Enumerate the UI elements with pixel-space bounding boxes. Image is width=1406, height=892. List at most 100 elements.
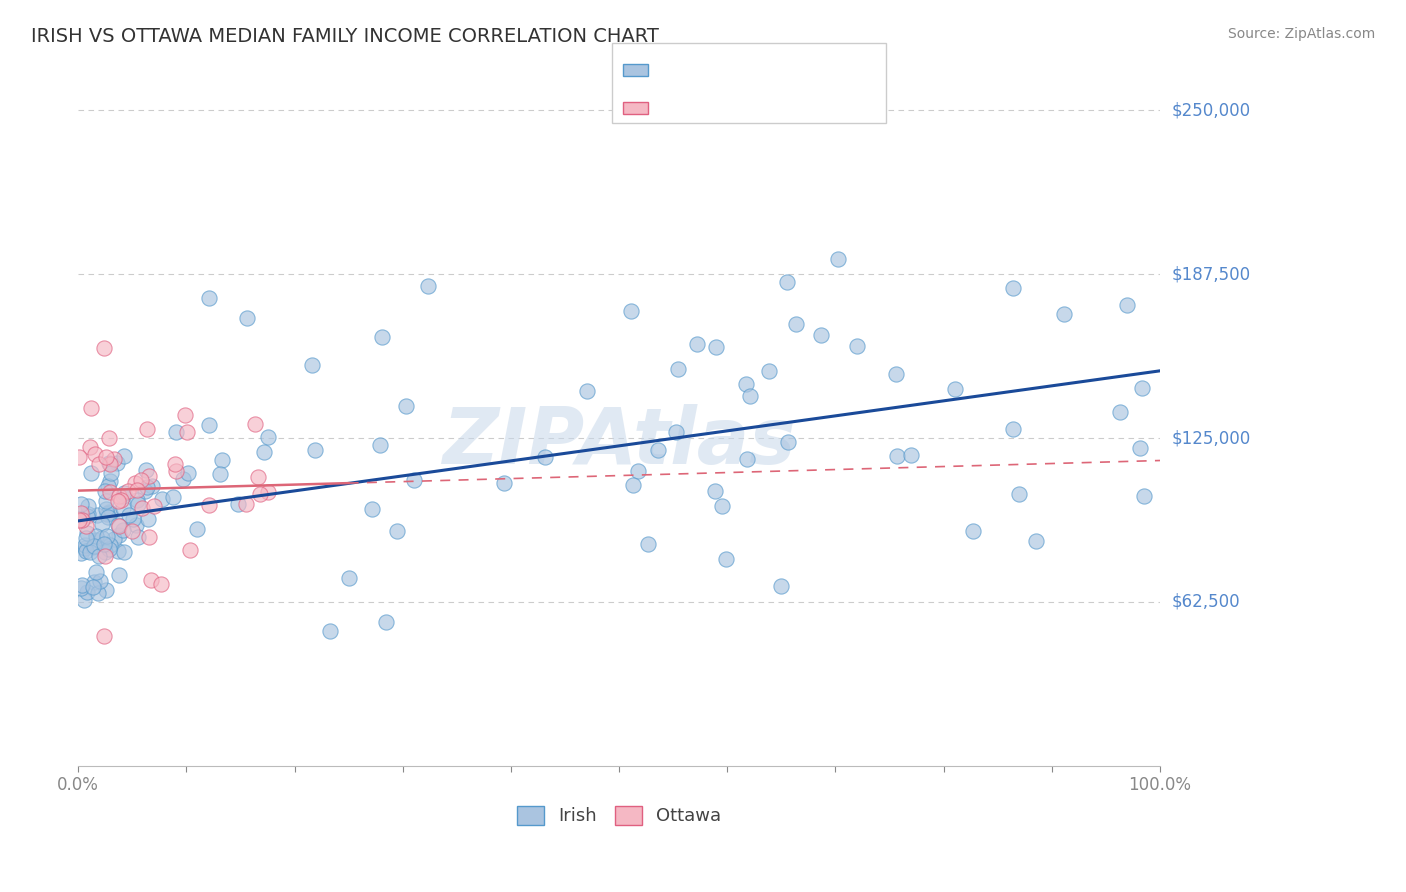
Point xyxy=(94,583,117,598)
Point xyxy=(93,628,115,642)
Point xyxy=(127,483,149,497)
Point xyxy=(162,490,184,504)
Point xyxy=(704,341,727,355)
Point xyxy=(100,467,122,481)
Point xyxy=(385,524,408,538)
Point xyxy=(96,478,118,492)
Point xyxy=(122,512,145,526)
Point xyxy=(97,509,120,524)
Point xyxy=(301,358,323,372)
Point xyxy=(72,513,94,527)
Point xyxy=(86,566,108,580)
Text: Source: ZipAtlas.com: Source: ZipAtlas.com xyxy=(1227,27,1375,41)
Point xyxy=(620,304,643,318)
Point xyxy=(94,483,117,498)
Point xyxy=(209,467,232,481)
Point xyxy=(87,585,110,599)
Point xyxy=(141,479,163,493)
Point xyxy=(647,442,669,457)
Point xyxy=(172,472,194,486)
Point xyxy=(84,528,107,542)
Point xyxy=(943,382,966,396)
Point xyxy=(211,452,233,467)
Point xyxy=(337,571,360,585)
Text: ZIPAtlas: ZIPAtlas xyxy=(443,404,796,480)
Point xyxy=(93,341,115,355)
Point xyxy=(80,401,103,415)
Point xyxy=(845,339,868,353)
Point xyxy=(127,497,149,511)
Point xyxy=(91,516,114,531)
Point xyxy=(360,502,382,516)
Point xyxy=(368,437,391,451)
Point xyxy=(79,545,101,559)
Point xyxy=(138,531,160,545)
Point xyxy=(97,456,120,470)
Point xyxy=(778,434,800,449)
Point xyxy=(135,463,157,477)
Point xyxy=(884,367,907,381)
Point xyxy=(827,252,849,267)
Text: $125,000: $125,000 xyxy=(1171,429,1250,447)
Point xyxy=(228,497,250,511)
Point xyxy=(131,501,153,516)
Point xyxy=(82,580,104,594)
Point xyxy=(112,449,135,463)
Point xyxy=(962,524,984,538)
Point xyxy=(84,447,107,461)
Point xyxy=(69,506,91,520)
Point xyxy=(637,537,659,551)
Point xyxy=(117,484,139,499)
Point xyxy=(108,567,131,582)
Point xyxy=(740,389,762,403)
Point xyxy=(1002,422,1025,436)
Point xyxy=(177,466,200,480)
Point xyxy=(249,487,271,501)
Point xyxy=(627,464,650,478)
Point xyxy=(103,533,125,547)
Point xyxy=(80,467,103,481)
Point xyxy=(176,425,198,440)
Point xyxy=(98,538,121,552)
Point xyxy=(82,540,104,554)
Point xyxy=(135,422,157,436)
Point xyxy=(83,574,105,589)
Point xyxy=(769,579,792,593)
Point xyxy=(179,542,201,557)
Point xyxy=(93,537,115,551)
Point xyxy=(621,478,644,492)
Point xyxy=(96,529,118,543)
Point xyxy=(716,552,738,566)
Point xyxy=(75,541,97,555)
Point xyxy=(1025,534,1047,549)
Point xyxy=(112,545,135,559)
Point xyxy=(197,291,219,305)
Point xyxy=(107,494,129,508)
Point xyxy=(124,475,146,490)
Point xyxy=(235,311,257,326)
Point xyxy=(1130,381,1153,395)
Point xyxy=(100,458,122,472)
Point xyxy=(76,585,98,599)
Point xyxy=(534,450,557,464)
Point xyxy=(112,523,135,537)
Point xyxy=(165,425,187,440)
Point xyxy=(121,524,143,539)
Point xyxy=(118,508,141,523)
Point xyxy=(107,544,129,558)
Point xyxy=(235,497,257,511)
Point xyxy=(107,517,129,532)
Point xyxy=(703,483,725,498)
Point xyxy=(785,317,807,331)
Point xyxy=(686,336,709,351)
Point xyxy=(149,576,172,591)
Point xyxy=(75,519,97,533)
Point xyxy=(900,448,922,462)
Point xyxy=(758,364,780,378)
Text: R = -0.228   N =  44: R = -0.228 N = 44 xyxy=(657,97,839,116)
Point xyxy=(125,492,148,507)
Point xyxy=(136,512,159,526)
Point xyxy=(575,384,598,398)
Point xyxy=(94,545,117,559)
Point xyxy=(77,499,100,513)
